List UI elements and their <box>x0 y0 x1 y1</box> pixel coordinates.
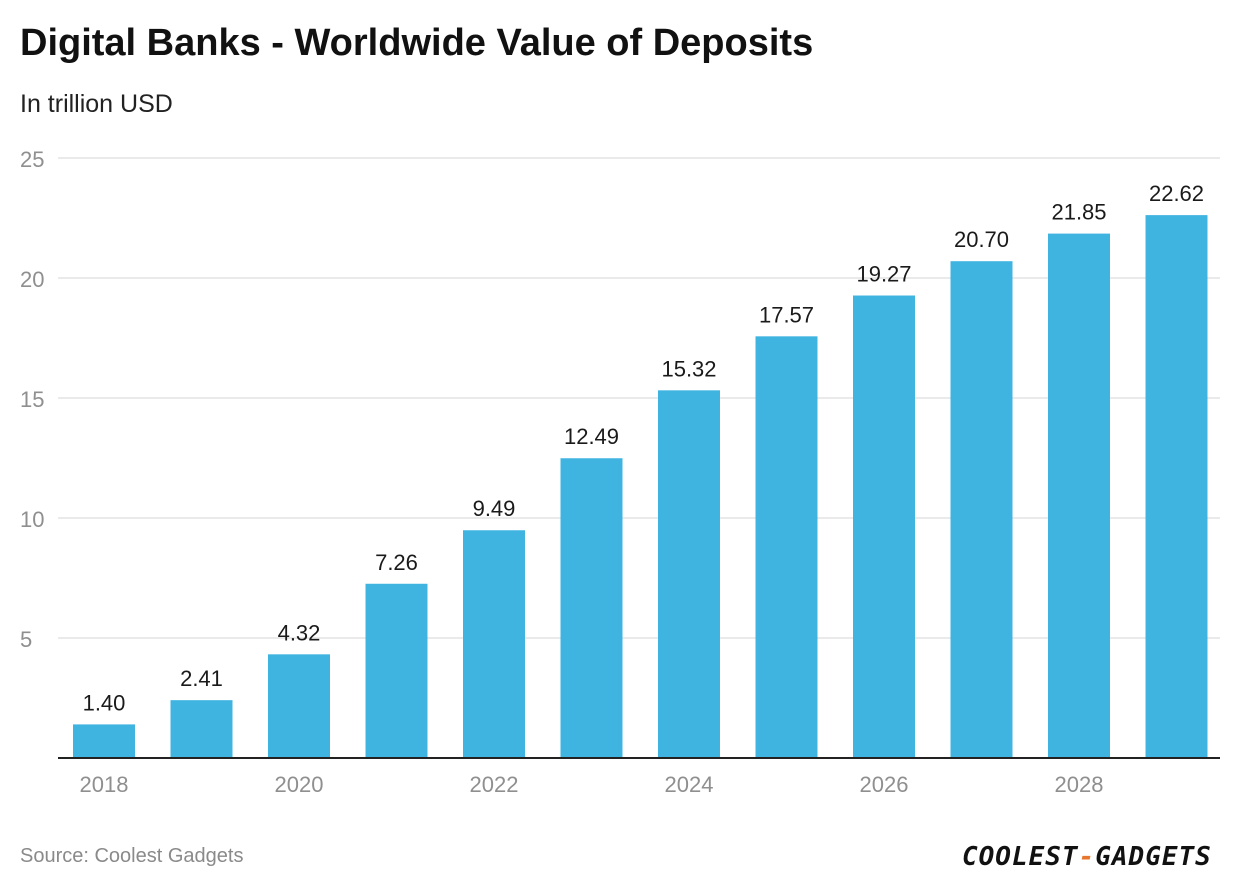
bar <box>463 530 525 758</box>
data-label: 22.62 <box>1149 181 1204 206</box>
data-label: 12.49 <box>564 424 619 449</box>
x-tick-label: 2024 <box>665 772 714 797</box>
data-label: 20.70 <box>954 227 1009 252</box>
bar <box>658 390 720 758</box>
bar <box>950 261 1013 758</box>
x-tick-label: 2028 <box>1055 772 1104 797</box>
bar <box>365 583 428 758</box>
bar <box>560 458 623 758</box>
chart-title: Digital Banks - Worldwide Value of Depos… <box>20 22 814 64</box>
bar <box>853 295 915 758</box>
data-label: 9.49 <box>473 496 516 521</box>
bar <box>1048 233 1110 759</box>
x-tick-label: 2026 <box>860 772 909 797</box>
y-tick-label: 25 <box>20 147 44 172</box>
logo-text-right: GADGETS <box>1095 842 1212 872</box>
coolest-gadgets-logo: COOLEST-GADGETS <box>962 842 1212 872</box>
bar <box>755 336 818 758</box>
x-tick-label: 2018 <box>80 772 129 797</box>
bar <box>268 654 330 758</box>
data-label: 17.57 <box>759 302 814 327</box>
bar <box>73 724 135 758</box>
data-label: 21.85 <box>1051 200 1106 225</box>
data-label: 1.40 <box>83 690 126 715</box>
bar <box>170 700 233 758</box>
logo-dash: - <box>1078 842 1096 872</box>
data-label: 7.26 <box>375 550 418 575</box>
y-tick-label: 10 <box>20 507 44 532</box>
bar <box>1145 215 1208 758</box>
data-label: 15.32 <box>661 356 716 381</box>
data-label: 2.41 <box>180 666 223 691</box>
data-label: 4.32 <box>278 620 321 645</box>
bar-chart: 5 10 15 20 25 1.40 2018 2.41 4.32 2020 7.26 9.49 202… <box>20 147 1220 797</box>
data-label: 19.27 <box>856 262 911 287</box>
source-note: Source: Coolest Gadgets <box>20 845 244 867</box>
logo-text-left: COOLEST <box>962 842 1079 872</box>
y-tick-label: 5 <box>20 627 32 652</box>
x-tick-label: 2022 <box>470 772 519 797</box>
x-tick-label: 2020 <box>275 772 324 797</box>
y-tick-label: 15 <box>20 387 44 412</box>
y-tick-label: 20 <box>20 267 44 292</box>
chart-subtitle: In trillion USD <box>20 90 173 118</box>
